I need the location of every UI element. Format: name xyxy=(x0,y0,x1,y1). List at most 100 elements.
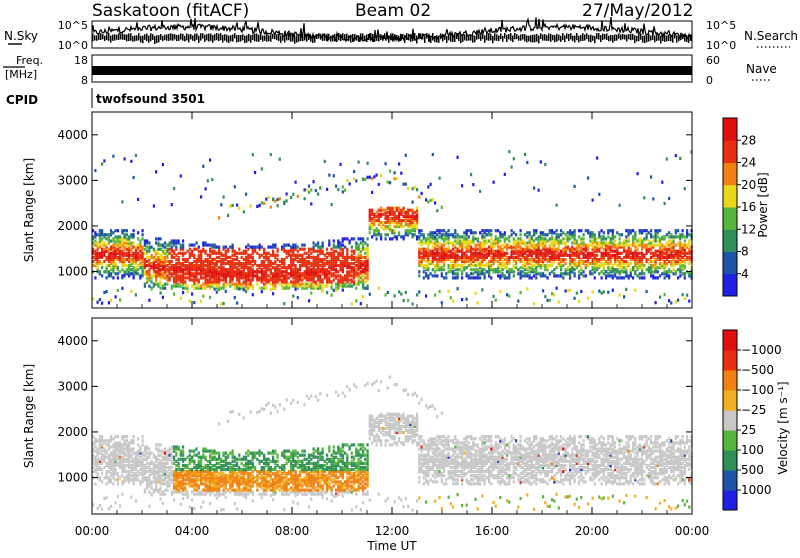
power-cell xyxy=(452,252,454,255)
power-cell xyxy=(326,291,328,294)
power-cell xyxy=(301,278,303,281)
power-cell xyxy=(443,233,445,236)
power-cell xyxy=(454,229,456,232)
power-cell xyxy=(346,270,348,273)
power-cell xyxy=(322,278,324,281)
power-cell xyxy=(569,268,571,271)
power-cell xyxy=(508,150,510,153)
nsky-sample xyxy=(282,35,284,40)
power-cell xyxy=(259,287,261,290)
nsky-sample xyxy=(462,36,464,42)
power-cell xyxy=(457,264,459,267)
power-cell xyxy=(470,239,472,242)
nsky-sample xyxy=(656,34,658,41)
power-cell xyxy=(619,260,621,263)
power-cell xyxy=(589,244,591,247)
nsky-sample xyxy=(476,33,478,39)
power-cell xyxy=(587,244,589,247)
power-cell xyxy=(380,207,382,210)
velocity-cell xyxy=(106,496,108,499)
power-cell xyxy=(342,237,344,240)
power-cell xyxy=(290,280,292,283)
power-cell xyxy=(497,260,499,263)
nsky-sample xyxy=(382,35,384,40)
power-cell xyxy=(472,268,474,271)
power-cell xyxy=(301,254,303,257)
velocity-cell xyxy=(151,452,153,455)
power-cell xyxy=(310,248,312,251)
power-cell xyxy=(594,276,596,279)
power-cell xyxy=(173,276,175,279)
power-cell xyxy=(488,250,490,253)
power-cell xyxy=(477,244,479,247)
power-cell xyxy=(308,283,310,286)
colorbar-swatch xyxy=(723,229,737,252)
power-cell xyxy=(592,199,594,202)
power-cell xyxy=(211,178,213,181)
power-cell xyxy=(646,258,648,261)
power-cell xyxy=(664,256,666,259)
velocity-cell xyxy=(103,454,105,457)
power-cell xyxy=(583,237,585,240)
power-cell xyxy=(502,233,504,236)
power-cell xyxy=(155,237,157,240)
velocity-cell xyxy=(146,452,148,455)
power-cell xyxy=(529,266,531,269)
power-cell xyxy=(567,289,569,292)
power-cell xyxy=(324,268,326,271)
power-cell xyxy=(495,235,497,238)
power-cell xyxy=(315,189,317,192)
power-cell xyxy=(196,283,198,286)
power-cell xyxy=(292,193,294,196)
nsky-sample xyxy=(596,33,598,39)
velocity-cell xyxy=(130,474,132,477)
power-cell xyxy=(567,272,569,275)
power-cell xyxy=(673,235,675,238)
power-cell xyxy=(337,239,339,242)
velocity-cell xyxy=(164,447,166,450)
nsky-sample xyxy=(450,34,452,41)
power-cell xyxy=(124,252,126,255)
velocity-cell xyxy=(166,489,168,492)
power-cell xyxy=(639,276,641,279)
power-cell xyxy=(567,254,569,257)
power-cell xyxy=(263,283,265,286)
power-cell xyxy=(544,237,546,240)
power-cell xyxy=(387,233,389,236)
power-cell xyxy=(351,246,353,249)
power-cell xyxy=(517,268,519,271)
velocity-cell xyxy=(115,441,117,444)
velocity-cell xyxy=(164,493,166,496)
velocity-cell xyxy=(110,478,112,481)
power-cell xyxy=(490,241,492,244)
power-cell xyxy=(484,264,486,267)
power-cell xyxy=(351,254,353,257)
power-cell xyxy=(625,235,627,238)
y-tick-label: 4000 xyxy=(57,128,88,142)
nsky-sample xyxy=(646,35,648,42)
velocity-cell xyxy=(157,489,159,492)
power-cell xyxy=(664,252,666,255)
power-cell xyxy=(191,292,193,295)
power-cell xyxy=(666,270,668,273)
power-cell xyxy=(310,252,312,255)
velocity-cell xyxy=(115,435,117,438)
power-cell xyxy=(290,196,292,199)
power-cell xyxy=(436,248,438,251)
power-cell xyxy=(108,301,110,304)
nsky-sample xyxy=(386,33,388,38)
velocity-cell xyxy=(146,445,148,448)
power-cell xyxy=(396,235,398,238)
cpid-label: CPID xyxy=(6,93,38,107)
power-cell xyxy=(418,235,420,238)
velocity-cell xyxy=(139,456,141,459)
power-cell xyxy=(596,241,598,244)
power-cell xyxy=(245,290,247,293)
power-cell xyxy=(682,264,684,267)
power-cell xyxy=(592,291,594,294)
velocity-cell xyxy=(135,499,137,502)
power-cell xyxy=(630,256,632,259)
nsky-sample xyxy=(444,34,446,40)
power-cell xyxy=(322,290,324,293)
power-cell xyxy=(668,231,670,234)
